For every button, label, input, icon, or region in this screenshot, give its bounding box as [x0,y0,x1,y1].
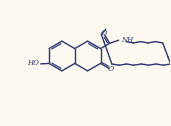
Text: O: O [108,65,114,73]
Text: HO: HO [27,59,39,67]
Text: O: O [100,29,107,37]
Text: NH: NH [121,36,133,44]
